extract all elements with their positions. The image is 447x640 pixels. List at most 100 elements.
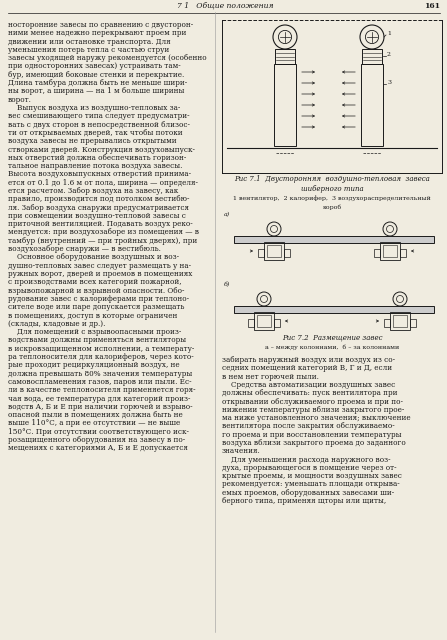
Text: сителе воде или паре допускается размещать: сителе воде или паре допускается размеща… xyxy=(8,303,184,311)
Text: (склады, кладовые и др.).: (склады, кладовые и др.). xyxy=(8,320,105,328)
Text: должны обеспечивать: пуск вентилятора при: должны обеспечивать: пуск вентилятора пр… xyxy=(222,389,397,397)
Bar xyxy=(267,245,281,257)
Text: седних помещений категорий В, Г и Д, если: седних помещений категорий В, Г и Д, есл… xyxy=(222,364,392,372)
Text: 1 вентилятор,  2 калорифер,  3 воздухораспределительный: 1 вентилятор, 2 калорифер, 3 воздухорасп… xyxy=(233,195,431,201)
Bar xyxy=(257,315,271,327)
Bar xyxy=(254,312,274,330)
Text: Рис 7.2  Размещение завес: Рис 7.2 Размещение завес xyxy=(282,334,382,342)
Text: движении или остановке транспорта. Для: движении или остановке транспорта. Для xyxy=(8,38,171,45)
Text: розащищенного оборудования на завесу в по-: розащищенного оборудования на завесу в п… xyxy=(8,436,185,444)
Text: Выпуск воздуха из воздушно-тепловых за-: Выпуск воздуха из воздушно-тепловых за- xyxy=(8,104,181,112)
Text: берного типа, применяя щторы или щиты,: берного типа, применяя щторы или щиты, xyxy=(222,497,386,505)
Bar xyxy=(380,242,400,260)
Bar xyxy=(234,306,434,313)
Text: а): а) xyxy=(224,212,230,217)
Text: ных отверстий должна обеспечивать горизон-: ных отверстий должна обеспечивать горизо… xyxy=(8,154,186,162)
Bar xyxy=(258,249,264,257)
Bar xyxy=(284,249,290,257)
Text: водств А, Б и Е при наличии горючей и взрыво-: водств А, Б и Е при наличии горючей и вз… xyxy=(8,403,193,411)
Text: ворот.: ворот. xyxy=(8,96,32,104)
Bar xyxy=(248,319,254,327)
Text: взрывопожарной и взрывной опасности. Обо-: взрывопожарной и взрывной опасности. Обо… xyxy=(8,287,185,294)
Text: должна превышать 80% значения температуры: должна превышать 80% значения температур… xyxy=(8,370,192,378)
Text: тальное направление потока воздуха завесы.: тальное направление потока воздуха завес… xyxy=(8,162,182,170)
Text: 3: 3 xyxy=(387,80,391,85)
Text: воздуха завесы не прерывались открытыми: воздуха завесы не прерывались открытыми xyxy=(8,137,177,145)
Text: воздуха вблизи закрытого проема до заданного: воздуха вблизи закрытого проема до задан… xyxy=(222,439,406,447)
Text: душно-тепловых завес следует размещать у на-: душно-тепловых завес следует размещать у… xyxy=(8,262,191,269)
Text: чая вода, ее температура для категорий произ-: чая вода, ее температура для категорий п… xyxy=(8,394,190,403)
Bar xyxy=(393,315,407,327)
Text: Рис 7.1  Двусторонняя  воздушно-тепловая  завеса: Рис 7.1 Двусторонняя воздушно-тепловая з… xyxy=(234,175,430,183)
Text: с производствами всех категорий пожарной,: с производствами всех категорий пожарной… xyxy=(8,278,181,286)
Bar xyxy=(410,319,416,327)
Text: вес смешивающего типа следует предусматри-: вес смешивающего типа следует предусматр… xyxy=(8,112,190,120)
Text: ля. Забор воздуха снаружи предусматривается: ля. Забор воздуха снаружи предусматривае… xyxy=(8,204,189,212)
Text: б): б) xyxy=(224,282,230,287)
Text: ними менее надежно перекрывают проем при: ними менее надежно перекрывают проем при xyxy=(8,29,186,37)
Text: выше 110°С, а при ее отсутствии — не выше: выше 110°С, а при ее отсутствии — не выш… xyxy=(8,419,180,428)
Text: приточной вентиляцией. Подавать воздух реко-: приточной вентиляцией. Подавать воздух р… xyxy=(8,220,193,228)
Text: в помещениях, доступ в которые ограничен: в помещениях, доступ в которые ограничен xyxy=(8,312,177,319)
Bar xyxy=(234,236,434,243)
Text: Длина тамбура должна быть не меньше шири-: Длина тамбура должна быть не меньше шири… xyxy=(8,79,187,87)
Bar xyxy=(275,49,295,64)
Text: самовоспламенения газов, паров или пыли. Ес-: самовоспламенения газов, паров или пыли.… xyxy=(8,378,192,386)
Text: Для уменьшения расхода наружного воз-: Для уменьшения расхода наружного воз- xyxy=(222,456,391,463)
Text: воздухозаборе снаружи — в вестибюль.: воздухозаборе снаружи — в вестибюль. xyxy=(8,245,161,253)
Text: духа, прорывающегося в помщение через от-: духа, прорывающегося в помщение через от… xyxy=(222,464,396,472)
Text: в искровзащищенном исполнении, а температу-: в искровзащищенном исполнении, а темпера… xyxy=(8,345,194,353)
Text: 2: 2 xyxy=(387,52,391,57)
Text: правило, производится под потолком вестибю-: правило, производится под потолком вести… xyxy=(8,195,190,204)
Text: Для помещений с взрывоопасными произ-: Для помещений с взрывоопасными произ- xyxy=(8,328,181,336)
Text: нижении температуры вблизи закрытого прое-: нижении температуры вблизи закрытого про… xyxy=(222,406,405,414)
Text: створками дверей. Конструкция воздуховыпуск-: створками дверей. Конструкция воздуховып… xyxy=(8,145,195,154)
Text: ли в качестве теплоносителя применяется горя-: ли в качестве теплоносителя применяется … xyxy=(8,386,196,394)
Text: рые проходит рециркуляционный воздух, не: рые проходит рециркуляционный воздух, не xyxy=(8,362,180,369)
Text: бур, имеющий боковые стенки и перекрытие.: бур, имеющий боковые стенки и перекрытие… xyxy=(8,71,184,79)
Text: водствами должны применяться вентиляторы: водствами должны применяться вентиляторы xyxy=(8,337,186,344)
Text: ра теплоносителя для калориферов, через кото-: ра теплоносителя для калориферов, через … xyxy=(8,353,194,361)
Text: ма ниже установленного значения; выключение: ма ниже установленного значения; выключе… xyxy=(222,414,411,422)
Text: мещениях с категориями А, Б и Е допускается: мещениях с категориями А, Б и Е допускае… xyxy=(8,444,188,452)
Bar xyxy=(361,64,383,146)
Text: тамбур (внутренний — при тройных дверях), при: тамбур (внутренний — при тройных дверях)… xyxy=(8,237,197,244)
Text: носторонние завесы по сравнению с двусторон-: носторонние завесы по сравнению с двусто… xyxy=(8,21,193,29)
Text: вентилятора после закрытия обслуживаемо-: вентилятора после закрытия обслуживаемо- xyxy=(222,422,395,430)
Text: ется расчетом. Забор воздуха на завесу, как: ется расчетом. Забор воздуха на завесу, … xyxy=(8,187,178,195)
Text: 7 1   Общие положения: 7 1 Общие положения xyxy=(177,2,273,10)
Text: при односторонних завесах) устраивать там-: при односторонних завесах) устраивать та… xyxy=(8,63,181,70)
Bar xyxy=(383,245,397,257)
Text: 1: 1 xyxy=(387,31,391,36)
Text: открывании обслуживаемого проема и при по-: открывании обслуживаемого проема и при п… xyxy=(222,397,403,406)
Text: в нем нет горючей пыли.: в нем нет горючей пыли. xyxy=(222,372,319,381)
Text: Высота воздуховыпускных отверстий принима-: Высота воздуховыпускных отверстий приним… xyxy=(8,170,191,179)
Text: мендуется: при воздухозаборе из помещения — в: мендуется: при воздухозаборе из помещени… xyxy=(8,228,199,237)
Text: емых проемов, оборудованных завесами ши-: емых проемов, оборудованных завесами ши- xyxy=(222,489,394,497)
Text: Основное оборудование воздушных и воз-: Основное оборудование воздушных и воз- xyxy=(8,253,179,261)
Text: опасной пыли в помещениях должна быть не: опасной пыли в помещениях должна быть не xyxy=(8,411,183,419)
Text: ружных ворот, дверей и проемов в помещениях: ружных ворот, дверей и проемов в помещен… xyxy=(8,270,192,278)
Bar xyxy=(362,49,382,64)
Text: рудование завес с калориферами при теплоно-: рудование завес с калориферами при тепло… xyxy=(8,295,189,303)
Text: а – между колоннами,  б – за колоннами: а – между колоннами, б – за колоннами xyxy=(265,344,399,349)
Bar xyxy=(274,64,296,146)
Text: короб: короб xyxy=(322,204,342,209)
Bar xyxy=(390,312,410,330)
Bar xyxy=(264,242,284,260)
Text: Средства автоматизации воздушных завес: Средства автоматизации воздушных завес xyxy=(222,381,395,389)
Bar xyxy=(374,249,380,257)
Bar xyxy=(400,249,406,257)
Text: ти от открываемых дверей, так чтобы потоки: ти от открываемых дверей, так чтобы пото… xyxy=(8,129,183,137)
Bar xyxy=(384,319,390,327)
Text: го проема и при восстановлении температуры: го проема и при восстановлении температу… xyxy=(222,431,401,438)
Text: 161: 161 xyxy=(424,2,440,10)
Bar xyxy=(274,319,280,327)
Text: ны ворот, а ширина — на 1 м больше ширины: ны ворот, а ширина — на 1 м больше ширин… xyxy=(8,88,184,95)
Text: уменьшения потерь тепла с частью струи: уменьшения потерь тепла с частью струи xyxy=(8,46,169,54)
Text: ется от 0.1 до 1.6 м от пола, ширина — определя-: ется от 0.1 до 1.6 м от пола, ширина — о… xyxy=(8,179,198,187)
Text: крытые проемы, и мощности воздушных завес: крытые проемы, и мощности воздушных заве… xyxy=(222,472,402,480)
Text: 150°С. При отсутствии соответствующего иск-: 150°С. При отсутствии соответствующего и… xyxy=(8,428,189,436)
Text: при совмещении воздушно-тепловой завесы с: при совмещении воздушно-тепловой завесы … xyxy=(8,212,186,220)
Text: завесы уходящей наружу рекомендуется (особенно: завесы уходящей наружу рекомендуется (ос… xyxy=(8,54,207,62)
